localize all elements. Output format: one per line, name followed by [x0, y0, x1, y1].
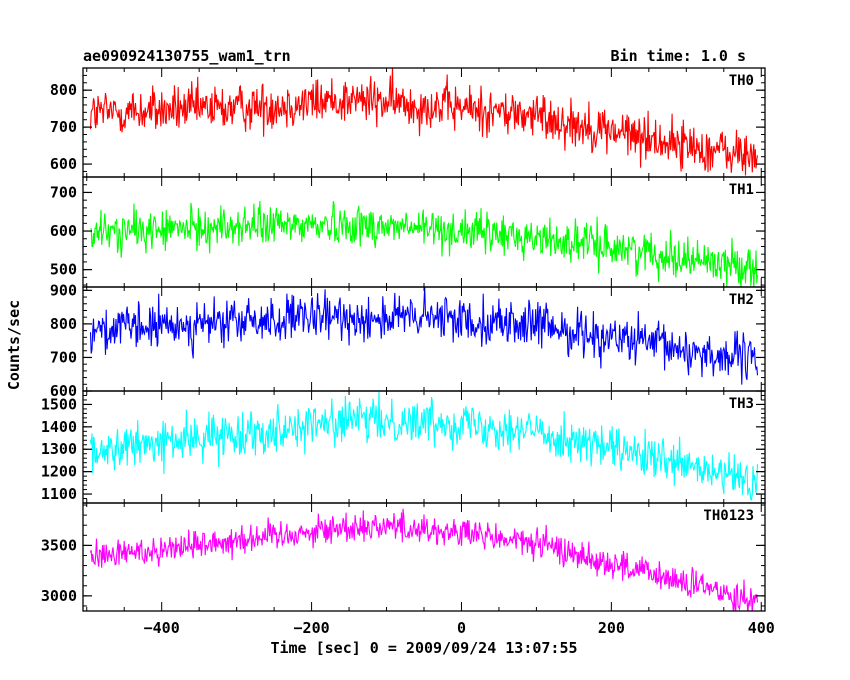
y-tick-label: 1500 — [41, 395, 77, 413]
x-tick-label: 400 — [748, 619, 775, 637]
y-tick-label: 800 — [50, 315, 77, 333]
x-tick-label: −200 — [294, 619, 330, 637]
x-tick-label: −400 — [144, 619, 180, 637]
y-tick-label: 700 — [50, 348, 77, 366]
panel-label-th0123: TH0123 — [703, 508, 754, 524]
bin-time-label: Bin time: 1.0 s — [611, 47, 746, 65]
x-axis-title: Time [sec] 0 = 2009/09/24 13:07:55 — [270, 639, 577, 657]
y-tick-label: 600 — [50, 382, 77, 400]
series-line-th2 — [89, 287, 759, 385]
y-tick-label: 600 — [50, 155, 77, 173]
y-tick-label: 500 — [50, 261, 77, 279]
series-line-th0 — [89, 68, 759, 176]
y-axis-title: Counts/sec — [5, 300, 23, 390]
y-tick-label: 900 — [50, 281, 77, 299]
chart-title: ae090924130755_wam1_trn — [83, 47, 291, 65]
y-tick-label: 1400 — [41, 418, 77, 436]
y-tick-label: 1100 — [41, 485, 77, 503]
y-tick-label: 600 — [50, 222, 77, 240]
y-tick-label: 700 — [50, 183, 77, 201]
y-tick-label: 1200 — [41, 463, 77, 481]
y-tick-label: 800 — [50, 81, 77, 99]
series-line-th1 — [90, 200, 759, 287]
panel-label-th0: TH0 — [729, 73, 754, 89]
y-tick-label: 1300 — [41, 440, 77, 458]
series-line-th0123 — [89, 508, 759, 611]
panel-label-th3: TH3 — [729, 396, 754, 412]
panel-label-th2: TH2 — [729, 292, 754, 308]
series-line-th3 — [89, 391, 759, 501]
y-tick-label: 700 — [50, 118, 77, 136]
y-tick-label: 3000 — [41, 587, 77, 605]
panels-group: 600 700 800 TH0 500 600 700 TH1 600 700 800 900 TH2 1… — [41, 67, 775, 637]
x-tick-label: 0 — [457, 619, 466, 637]
x-tick-label: 200 — [598, 619, 625, 637]
panel-label-th1: TH1 — [729, 182, 754, 198]
y-tick-label: 3500 — [41, 536, 77, 554]
